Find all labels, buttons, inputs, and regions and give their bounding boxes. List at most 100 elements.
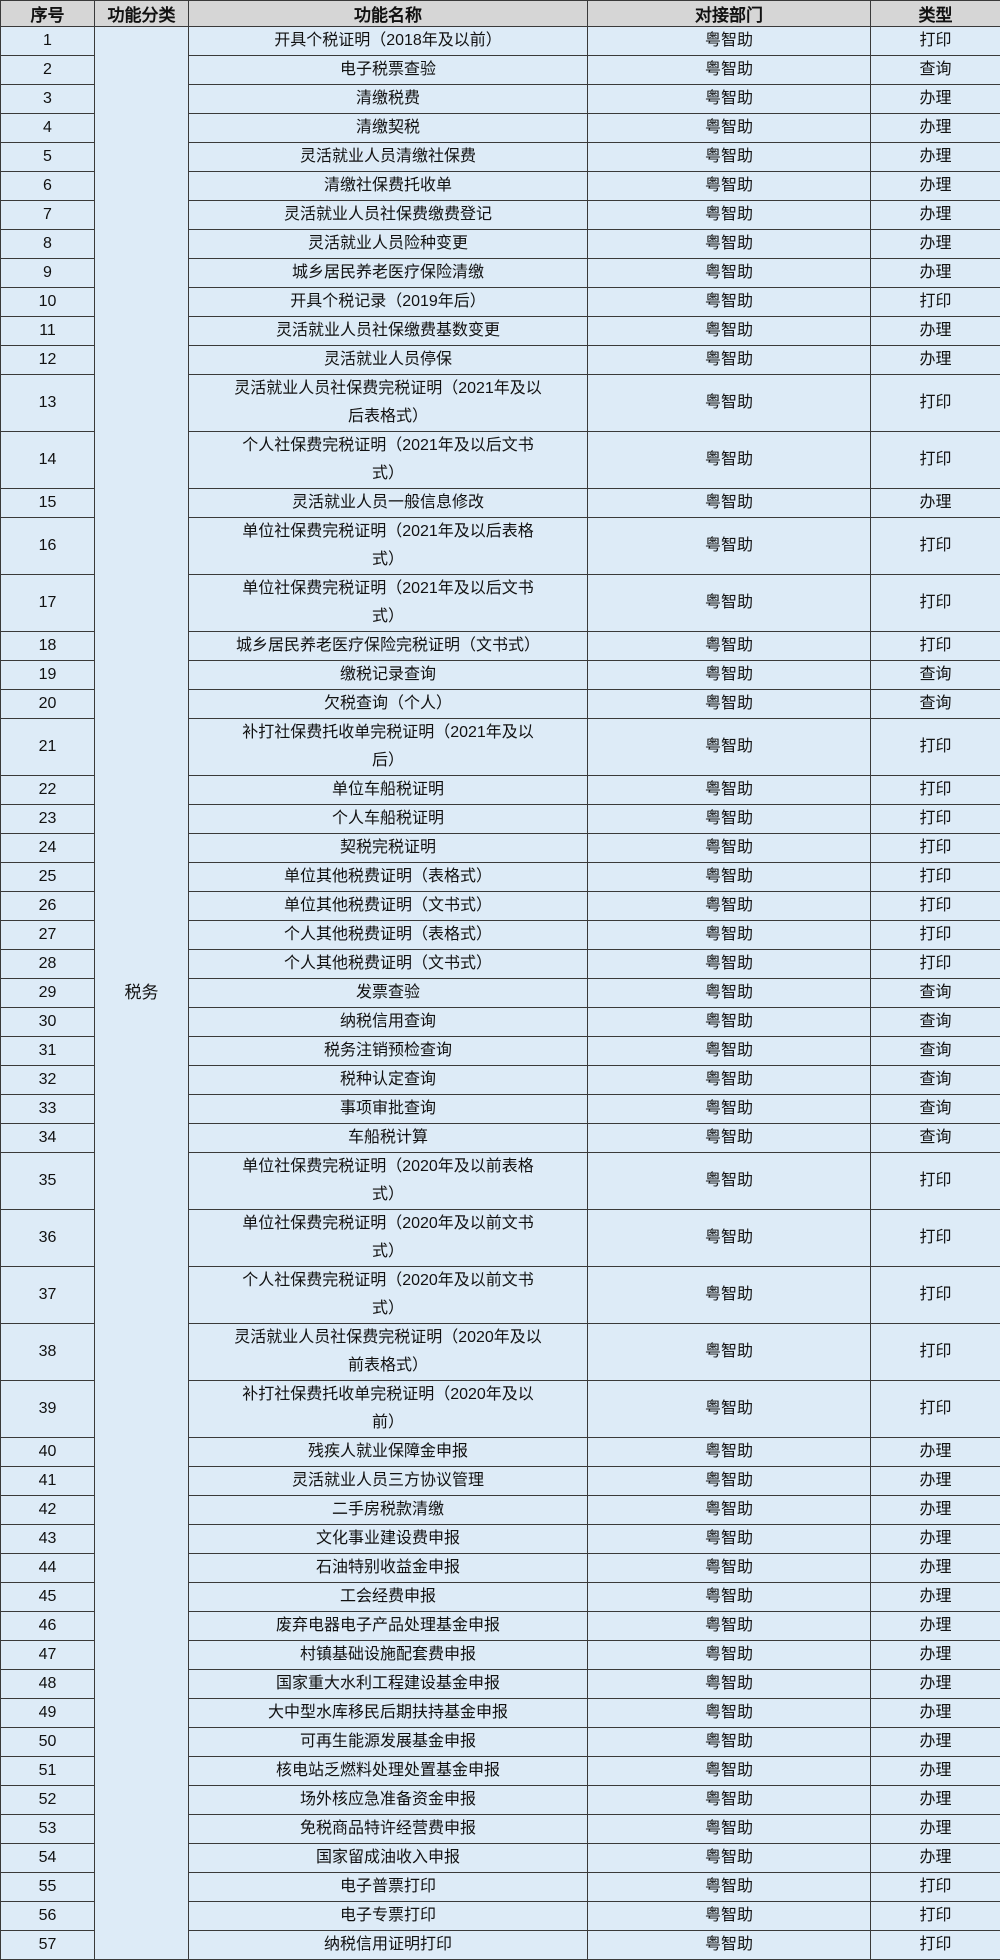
row-index: 25 xyxy=(1,863,95,892)
type: 打印 xyxy=(871,892,1000,921)
row-index: 40 xyxy=(1,1438,95,1467)
function-name: 残疾人就业保障金申报 xyxy=(189,1438,588,1467)
function-name: 灵活就业人员社保费完税证明（2020年及以 前表格式） xyxy=(189,1324,588,1381)
row-index: 2 xyxy=(1,56,95,85)
type: 查询 xyxy=(871,1124,1000,1153)
department: 粤智助 xyxy=(588,1037,871,1066)
function-name: 补打社保费托收单完税证明（2021年及以 后） xyxy=(189,719,588,776)
type: 办理 xyxy=(871,85,1000,114)
function-name: 发票查验 xyxy=(189,979,588,1008)
row-index: 45 xyxy=(1,1583,95,1612)
row-index: 31 xyxy=(1,1037,95,1066)
type: 打印 xyxy=(871,1153,1000,1210)
function-name: 个人社保费完税证明（2021年及以后文书 式） xyxy=(189,432,588,489)
type: 打印 xyxy=(871,1381,1000,1438)
department: 粤智助 xyxy=(588,518,871,575)
function-name: 大中型水库移民后期扶持基金申报 xyxy=(189,1699,588,1728)
header-function-name: 功能名称 xyxy=(189,1,588,27)
function-name: 核电站乏燃料处理处置基金申报 xyxy=(189,1757,588,1786)
department: 粤智助 xyxy=(588,317,871,346)
header-department: 对接部门 xyxy=(588,1,871,27)
row-index: 4 xyxy=(1,114,95,143)
department: 粤智助 xyxy=(588,1267,871,1324)
department: 粤智助 xyxy=(588,632,871,661)
department: 粤智助 xyxy=(588,1008,871,1037)
function-name: 灵活就业人员清缴社保费 xyxy=(189,143,588,172)
function-name: 欠税查询（个人） xyxy=(189,690,588,719)
row-index: 38 xyxy=(1,1324,95,1381)
function-name: 灵活就业人员社保缴费基数变更 xyxy=(189,317,588,346)
type: 打印 xyxy=(871,921,1000,950)
row-index: 39 xyxy=(1,1381,95,1438)
type: 办理 xyxy=(871,1699,1000,1728)
type: 打印 xyxy=(871,719,1000,776)
function-name: 二手房税款清缴 xyxy=(189,1496,588,1525)
function-name: 单位社保费完税证明（2020年及以前表格 式） xyxy=(189,1153,588,1210)
type: 查询 xyxy=(871,56,1000,85)
department: 粤智助 xyxy=(588,143,871,172)
type: 打印 xyxy=(871,375,1000,432)
department: 粤智助 xyxy=(588,375,871,432)
department: 粤智助 xyxy=(588,346,871,375)
department: 粤智助 xyxy=(588,1844,871,1873)
department: 粤智助 xyxy=(588,661,871,690)
department: 粤智助 xyxy=(588,1728,871,1757)
type: 打印 xyxy=(871,575,1000,632)
department: 粤智助 xyxy=(588,56,871,85)
department: 粤智助 xyxy=(588,690,871,719)
row-index: 30 xyxy=(1,1008,95,1037)
type: 打印 xyxy=(871,776,1000,805)
department: 粤智助 xyxy=(588,1612,871,1641)
department: 粤智助 xyxy=(588,1554,871,1583)
department: 粤智助 xyxy=(588,489,871,518)
type: 办理 xyxy=(871,317,1000,346)
department: 粤智助 xyxy=(588,575,871,632)
type: 打印 xyxy=(871,1873,1000,1902)
function-name: 文化事业建设费申报 xyxy=(189,1525,588,1554)
function-name: 电子专票打印 xyxy=(189,1902,588,1931)
department: 粤智助 xyxy=(588,85,871,114)
type: 打印 xyxy=(871,950,1000,979)
row-index: 49 xyxy=(1,1699,95,1728)
row-index: 52 xyxy=(1,1786,95,1815)
function-name: 清缴社保费托收单 xyxy=(189,172,588,201)
row-index: 51 xyxy=(1,1757,95,1786)
department: 粤智助 xyxy=(588,1066,871,1095)
function-name: 补打社保费托收单完税证明（2020年及以 前） xyxy=(189,1381,588,1438)
row-index: 21 xyxy=(1,719,95,776)
type: 办理 xyxy=(871,114,1000,143)
function-name: 缴税记录查询 xyxy=(189,661,588,690)
function-name: 灵活就业人员停保 xyxy=(189,346,588,375)
row-index: 12 xyxy=(1,346,95,375)
department: 粤智助 xyxy=(588,201,871,230)
type: 打印 xyxy=(871,1324,1000,1381)
department: 粤智助 xyxy=(588,1496,871,1525)
row-index: 18 xyxy=(1,632,95,661)
row-index: 43 xyxy=(1,1525,95,1554)
department: 粤智助 xyxy=(588,1902,871,1931)
department: 粤智助 xyxy=(588,230,871,259)
function-name: 税种认定查询 xyxy=(189,1066,588,1095)
department: 粤智助 xyxy=(588,259,871,288)
type: 办理 xyxy=(871,1554,1000,1583)
function-name: 城乡居民养老医疗保险清缴 xyxy=(189,259,588,288)
type: 办理 xyxy=(871,1496,1000,1525)
type: 办理 xyxy=(871,1670,1000,1699)
department: 粤智助 xyxy=(588,1210,871,1267)
department: 粤智助 xyxy=(588,776,871,805)
function-name: 清缴契税 xyxy=(189,114,588,143)
department: 粤智助 xyxy=(588,1873,871,1902)
type: 打印 xyxy=(871,863,1000,892)
row-index: 26 xyxy=(1,892,95,921)
department: 粤智助 xyxy=(588,1153,871,1210)
function-name: 单位车船税证明 xyxy=(189,776,588,805)
department: 粤智助 xyxy=(588,1583,871,1612)
type: 办理 xyxy=(871,1728,1000,1757)
function-name: 国家重大水利工程建设基金申报 xyxy=(189,1670,588,1699)
department: 粤智助 xyxy=(588,892,871,921)
function-name: 契税完税证明 xyxy=(189,834,588,863)
department: 粤智助 xyxy=(588,1757,871,1786)
department: 粤智助 xyxy=(588,1381,871,1438)
row-index: 5 xyxy=(1,143,95,172)
